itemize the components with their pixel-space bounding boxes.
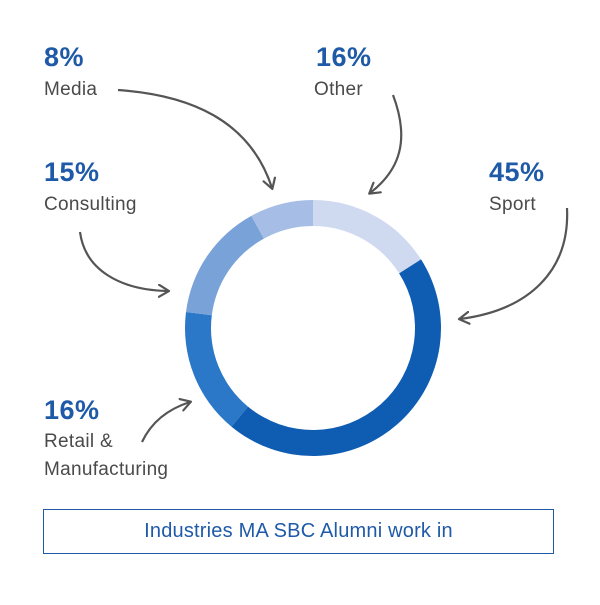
donut-slice-sport	[231, 259, 441, 456]
arrow-consulting	[78, 231, 168, 291]
other-label: Other	[314, 79, 364, 100]
donut-slice-consulting	[186, 215, 264, 316]
consulting-percent: 15%	[44, 157, 100, 187]
arrow-media	[117, 88, 272, 188]
arrow-retail	[141, 402, 190, 443]
media-percent: 8%	[44, 42, 85, 72]
donut-slice-media	[251, 200, 313, 239]
other-percent: 16%	[316, 42, 372, 72]
sport-percent: 45%	[489, 157, 545, 187]
retail-label-line-2: Manufacturing	[44, 459, 169, 480]
media-label: Media	[44, 79, 98, 100]
chart-caption-box: Industries MA SBC Alumni work in	[43, 509, 554, 554]
sport-label: Sport	[489, 194, 536, 215]
chart-title: Industries MA SBC Alumni work in	[144, 520, 453, 542]
donut-slice-retail-manufacturing	[185, 311, 248, 427]
retail-label-line-1: Retail &	[44, 431, 113, 452]
arrow-other	[370, 94, 403, 193]
retail-percent: 16%	[44, 395, 100, 425]
arrow-sport	[460, 207, 569, 319]
callout-arrows	[78, 88, 569, 443]
donut-slice-other	[313, 200, 422, 274]
donut-slices	[185, 200, 441, 456]
consulting-label: Consulting	[44, 194, 137, 215]
